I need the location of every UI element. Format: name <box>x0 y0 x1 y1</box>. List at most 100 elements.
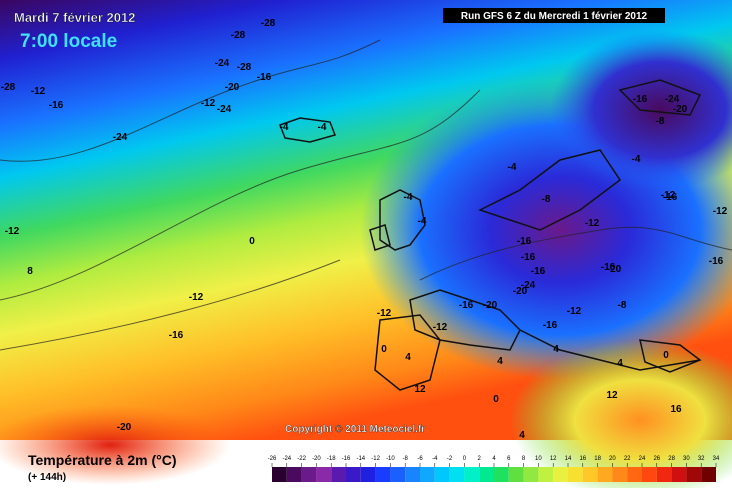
legend-tick-label: -24 <box>282 456 291 462</box>
temperature-label: -16 <box>709 256 724 267</box>
temperature-label: -16 <box>543 320 558 331</box>
run-box <box>443 8 665 23</box>
color-cell <box>656 467 672 482</box>
temperature-label: -28 <box>1 82 16 93</box>
temperature-label: -4 <box>318 122 327 133</box>
temperature-label: -24 <box>215 58 230 69</box>
footer-lead: (+ 144h) <box>28 472 66 483</box>
color-cell <box>494 467 509 482</box>
temperature-label: -12 <box>433 322 448 333</box>
temperature-label: -16 <box>531 266 546 277</box>
legend-tick-label: -10 <box>386 456 395 462</box>
temperature-label: -20 <box>483 300 498 311</box>
temperature-label: -8 <box>542 194 551 205</box>
temperature-label: -12 <box>5 226 20 237</box>
colorbar: -26 -24 -22 -20 -18 -16 -14 -12 -10 -8 -6 -4 -2 0 2 4 6 8… <box>268 456 720 482</box>
color-cell <box>597 467 613 482</box>
temperature-label: 16 <box>670 404 682 415</box>
temperature-label: -4 <box>508 162 517 173</box>
legend-tick-label: 32 <box>698 456 705 462</box>
copyright: Copyright © 2011 Meteociel.fr <box>285 424 425 435</box>
temperature-label: -12 <box>661 190 676 201</box>
footer-title: Température à 2m (°C) <box>28 452 177 468</box>
legend-tick-label: 24 <box>639 456 646 462</box>
color-cell <box>523 467 539 482</box>
color-cell <box>464 467 480 482</box>
legend-tick-label: 34 <box>713 456 720 462</box>
legend-tick-label: -6 <box>417 456 423 462</box>
date: Mardi 7 février 2012 <box>14 10 135 25</box>
temperature-label: -16 <box>517 236 532 247</box>
temperature-label: -4 <box>280 122 289 133</box>
legend-tick-label: 10 <box>535 456 542 462</box>
temperature-label: -24 <box>217 104 232 115</box>
temperature-label: -16 <box>521 252 536 263</box>
color-cell <box>272 467 287 482</box>
color-cell <box>479 467 494 482</box>
temperature-label: -16 <box>257 72 272 83</box>
color-cell <box>301 467 317 482</box>
temperature-label: -28 <box>231 30 246 41</box>
temperature-label: -20 <box>513 286 528 297</box>
legend-tick-label: 16 <box>579 456 586 462</box>
temperature-label: 4 <box>553 344 559 355</box>
color-cell <box>434 467 450 482</box>
run-info: Run GFS 6 Z du Mercredi 1 février 2012 <box>461 11 648 22</box>
legend-tick-label: 22 <box>624 456 631 462</box>
temperature-label: -12 <box>31 86 46 97</box>
legend-tick-label: -4 <box>432 456 438 462</box>
legend-tick-label: -8 <box>403 456 409 462</box>
color-cell <box>346 467 361 482</box>
temperature-label: 0 <box>249 236 255 247</box>
temperature-label: -28 <box>261 18 276 29</box>
legend-tick-label: 18 <box>594 456 601 462</box>
legend-tick-label: 26 <box>653 456 660 462</box>
temperature-label: -8 <box>656 116 665 127</box>
warm-region <box>0 405 230 485</box>
time: 7:00 locale <box>20 31 117 52</box>
temperature-label: -20 <box>117 422 132 433</box>
temperature-label: -8 <box>618 300 627 311</box>
temperature-label: -28 <box>237 62 252 73</box>
legend-tick-label: 14 <box>565 456 572 462</box>
legend-tick-label: -12 <box>371 456 380 462</box>
color-cell <box>390 467 406 482</box>
legend-tick-label: 20 <box>609 456 616 462</box>
legend-tick-label: 8 <box>522 456 526 462</box>
temperature-label: -12 <box>377 308 392 319</box>
color-cell <box>405 467 420 482</box>
color-cell <box>582 467 598 482</box>
temperature-label: 4 <box>617 358 623 369</box>
temperature-label: 12 <box>414 384 426 395</box>
temperature-label: -24 <box>113 132 128 143</box>
legend-tick-label: -22 <box>297 456 306 462</box>
legend-tick-label: 2 <box>478 456 482 462</box>
legend-tick-label: 28 <box>668 456 675 462</box>
temperature-label: -16 <box>459 300 474 311</box>
isotherms <box>0 39 732 351</box>
legend-tick-label: -14 <box>356 456 365 462</box>
color-cell <box>508 467 524 482</box>
color-cell <box>568 467 583 482</box>
temperature-label: -12 <box>189 292 204 303</box>
temperature-label: -4 <box>632 154 641 165</box>
color-cell <box>612 467 628 482</box>
legend-tick-label: -18 <box>327 456 336 462</box>
legend-tick-label: -2 <box>447 456 453 462</box>
legend-tick-label: 4 <box>492 456 496 462</box>
color-cell <box>538 467 554 482</box>
temperature-label: -12 <box>585 218 600 229</box>
color-cell <box>375 467 391 482</box>
temperature-label: 0 <box>381 344 387 355</box>
color-cell <box>316 467 332 482</box>
temperature-label: -16 <box>169 330 184 341</box>
legend-tick-label: 6 <box>507 456 511 462</box>
temperature-label: -4 <box>418 216 427 227</box>
legend-tick-label: 30 <box>683 456 690 462</box>
legend-tick-label: -16 <box>342 456 351 462</box>
temperature-label: -16 <box>49 100 64 111</box>
temperature-label: 0 <box>663 350 669 361</box>
temperature-label: -24 <box>521 280 536 291</box>
map-labels: -28-28-24 -28-16-20-12-24-28 -12-16-24-4 -4… <box>1 18 728 441</box>
